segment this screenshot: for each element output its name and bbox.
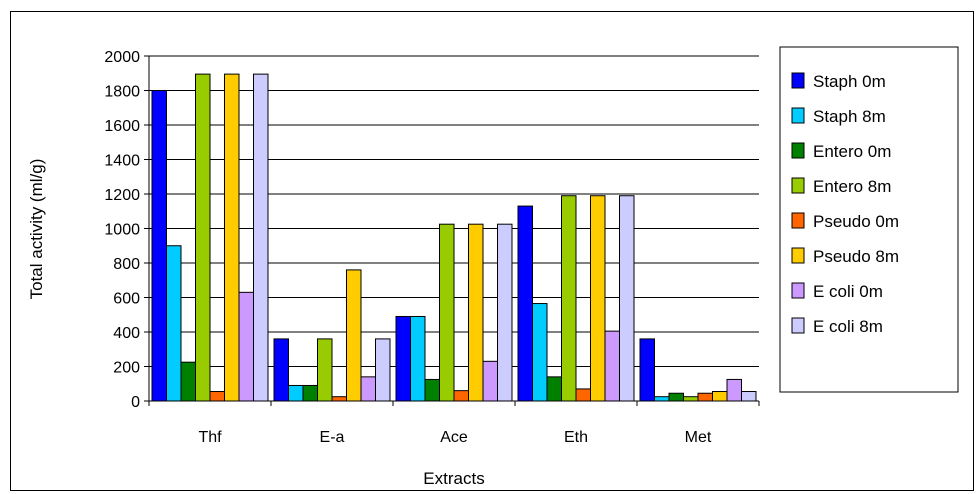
bar — [575, 388, 591, 402]
bar — [497, 223, 513, 402]
x-axis-title: Extracts — [423, 469, 484, 488]
bar — [517, 205, 533, 402]
legend-box — [779, 46, 959, 393]
y-tick-label: 1400 — [104, 153, 140, 170]
bar — [468, 223, 484, 402]
bar — [224, 73, 240, 402]
bar — [395, 315, 411, 402]
legend-label: Entero 0m — [813, 142, 891, 161]
bar — [253, 73, 269, 402]
y-tick-label: 1200 — [104, 187, 140, 204]
x-ticks: Thf E-a Ace Eth Met — [148, 401, 760, 446]
bar — [561, 195, 577, 402]
x-tick-label: Ace — [440, 429, 468, 446]
bar — [375, 338, 391, 402]
legend-swatch — [791, 317, 805, 334]
bar — [360, 376, 376, 402]
bar — [604, 330, 620, 402]
x-tick-label: E-a — [320, 429, 345, 446]
legend-swatch — [791, 72, 805, 89]
bar — [439, 223, 455, 402]
bar — [590, 195, 606, 402]
bar — [151, 90, 167, 402]
bar — [453, 390, 469, 402]
y-tick-label: 1600 — [104, 118, 140, 135]
bar — [273, 338, 289, 402]
legend-label: Pseudo 8m — [813, 247, 899, 266]
y-axis-title: Total activity (ml/g) — [27, 159, 46, 300]
bar — [482, 360, 498, 402]
legend-label: Pseudo 0m — [813, 212, 899, 231]
legend-label: Staph 8m — [813, 107, 886, 126]
y-ticks: 0 200 400 600 800 1000 1200 1400 1600 1800 2000 — [104, 49, 149, 411]
bar — [532, 303, 548, 402]
y-tick-label: 2000 — [104, 49, 140, 66]
legend-label: Entero 8m — [813, 177, 891, 196]
bar — [546, 376, 562, 402]
bar — [639, 338, 655, 402]
bar — [166, 245, 182, 402]
legend-label: Staph 0m — [813, 72, 886, 91]
y-tick-label: 200 — [113, 360, 140, 377]
bar — [302, 384, 318, 402]
y-tick-label: 1000 — [104, 222, 140, 239]
bar — [331, 396, 347, 402]
legend-swatch — [791, 107, 805, 124]
bars — [151, 73, 757, 402]
bar — [238, 291, 254, 402]
legend-label: E coli 0m — [813, 282, 883, 301]
bar — [697, 392, 713, 402]
legend-swatch — [791, 282, 805, 299]
x-tick-label: Met — [685, 429, 712, 446]
legend-swatch — [791, 177, 805, 194]
legend-swatch — [791, 247, 805, 264]
bar — [668, 392, 684, 402]
legend-swatch — [791, 212, 805, 229]
bar — [209, 391, 225, 402]
y-tick-label: 0 — [131, 394, 140, 411]
x-tick-label: Eth — [564, 429, 588, 446]
bar — [180, 361, 196, 402]
bar — [619, 195, 635, 402]
bar — [654, 396, 670, 402]
y-tick-label: 1800 — [104, 84, 140, 101]
bar — [712, 391, 728, 402]
bar — [317, 338, 333, 402]
y-tick-label: 600 — [113, 291, 140, 308]
bar — [288, 384, 304, 402]
bar — [683, 396, 699, 402]
bar — [726, 378, 742, 402]
legend: Staph 0m Staph 8m Entero 0m Entero 8m Pseudo… — [779, 46, 959, 393]
bar — [410, 315, 426, 402]
y-tick-label: 800 — [113, 256, 140, 273]
bar — [195, 73, 211, 402]
bar — [741, 391, 757, 402]
x-tick-label: Thf — [198, 429, 222, 446]
legend-label: E coli 8m — [813, 317, 883, 336]
bar — [424, 378, 440, 402]
y-tick-label: 400 — [113, 325, 140, 342]
legend-swatch — [791, 142, 805, 159]
bar — [346, 269, 362, 402]
